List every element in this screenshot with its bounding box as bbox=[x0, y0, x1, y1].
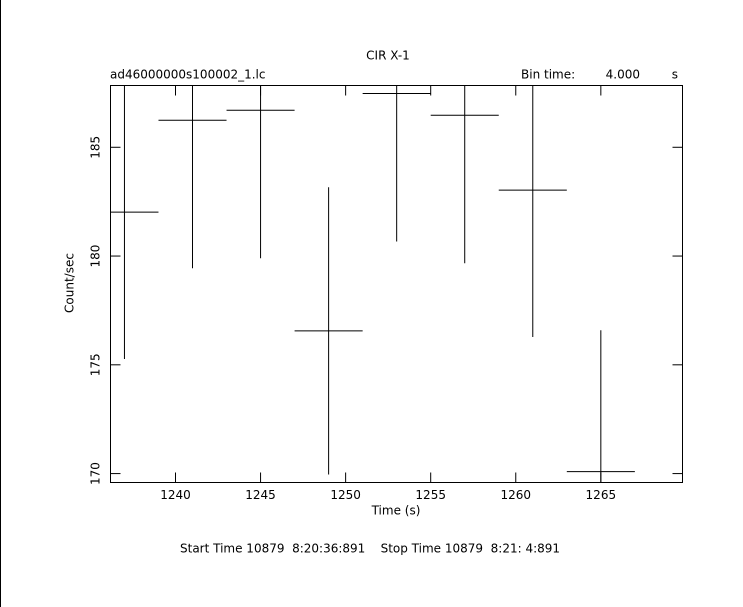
y-axis-label: Count/sec bbox=[63, 253, 77, 313]
x-tick-label: 1255 bbox=[415, 488, 446, 502]
footer: Start Time 10879 8:20:36:891 Stop Time 1… bbox=[180, 542, 560, 556]
x-tick-label: 1260 bbox=[500, 488, 531, 502]
chart-title: CIR X-1 bbox=[366, 49, 410, 63]
bin-unit: s bbox=[672, 68, 678, 82]
x-tick-label: 1245 bbox=[245, 488, 276, 502]
x-tick-label: 1240 bbox=[160, 488, 191, 502]
x-tick-label: 1250 bbox=[330, 488, 361, 502]
x-tick-label: 1265 bbox=[586, 488, 617, 502]
y-tick-label: 185 bbox=[89, 136, 103, 159]
y-tick-label: 175 bbox=[89, 353, 103, 376]
bin-value: 4.000 bbox=[606, 68, 640, 82]
bin-label: Bin time: bbox=[521, 68, 575, 82]
x-axis-label: Time (s) bbox=[371, 504, 421, 518]
plot-area bbox=[110, 85, 635, 482]
y-tick-label: 180 bbox=[89, 245, 103, 268]
y-tick-label: 170 bbox=[89, 462, 103, 485]
file-label: ad46000000s100002_1.lc bbox=[110, 68, 266, 82]
